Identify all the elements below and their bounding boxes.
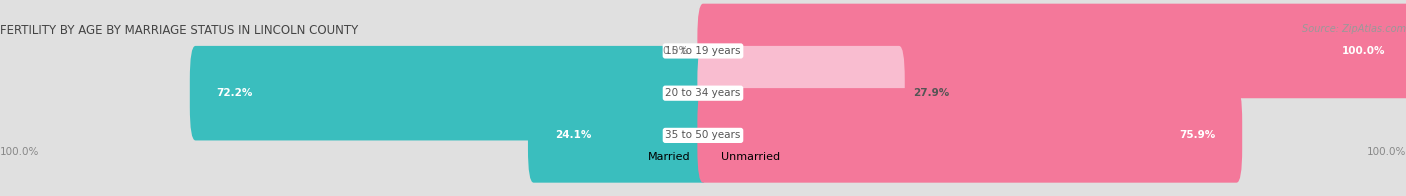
FancyBboxPatch shape [697, 46, 905, 141]
Text: 100.0%: 100.0% [1341, 46, 1385, 56]
Text: 15 to 19 years: 15 to 19 years [665, 46, 741, 56]
Text: FERTILITY BY AGE BY MARRIAGE STATUS IN LINCOLN COUNTY: FERTILITY BY AGE BY MARRIAGE STATUS IN L… [0, 24, 359, 36]
FancyBboxPatch shape [0, 0, 1406, 116]
FancyBboxPatch shape [0, 28, 1406, 159]
FancyBboxPatch shape [697, 88, 1243, 183]
Text: 35 to 50 years: 35 to 50 years [665, 130, 741, 140]
Text: 20 to 34 years: 20 to 34 years [665, 88, 741, 98]
Text: 0.0%: 0.0% [662, 46, 689, 56]
FancyBboxPatch shape [0, 70, 1406, 196]
Text: 75.9%: 75.9% [1180, 130, 1215, 140]
Text: Source: ZipAtlas.com: Source: ZipAtlas.com [1302, 24, 1406, 34]
Text: 27.9%: 27.9% [914, 88, 949, 98]
FancyBboxPatch shape [529, 88, 709, 183]
FancyBboxPatch shape [190, 46, 709, 141]
Legend: Married, Unmarried: Married, Unmarried [626, 152, 780, 162]
FancyBboxPatch shape [697, 4, 1406, 98]
Text: 72.2%: 72.2% [217, 88, 253, 98]
Text: 24.1%: 24.1% [554, 130, 591, 140]
Text: 100.0%: 100.0% [1367, 147, 1406, 157]
Text: 100.0%: 100.0% [0, 147, 39, 157]
